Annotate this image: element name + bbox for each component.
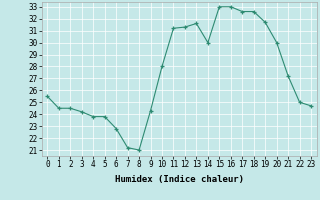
X-axis label: Humidex (Indice chaleur): Humidex (Indice chaleur) [115, 175, 244, 184]
